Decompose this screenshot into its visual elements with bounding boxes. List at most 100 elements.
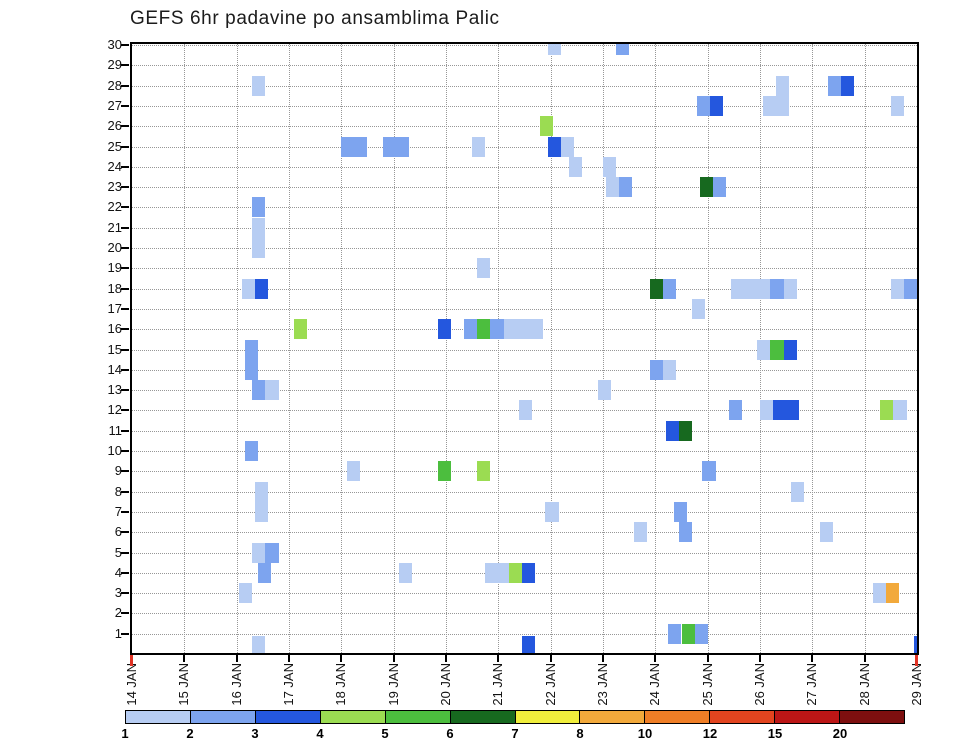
y-axis-label: 26 (107, 118, 122, 134)
heatmap-cell (616, 44, 630, 55)
heatmap-cell (490, 319, 504, 340)
x-tick (654, 655, 657, 662)
heatmap-cell (914, 635, 917, 653)
colorbar-tick-label: 7 (511, 726, 519, 741)
heatmap-cell (438, 461, 452, 482)
heatmap-cell (244, 339, 258, 360)
x-axis-label: 27 JAN (804, 663, 820, 706)
heatmap-cell (472, 136, 486, 157)
x-axis-label: 15 JAN (176, 663, 192, 706)
heatmap-cell (252, 217, 266, 238)
h-gridline (132, 146, 917, 148)
y-tick (121, 409, 129, 412)
y-tick (121, 145, 129, 148)
x-axis-label: 28 JAN (856, 663, 872, 706)
y-axis-label: 1 (114, 625, 122, 641)
v-gridline (498, 44, 500, 653)
y-tick (121, 104, 129, 107)
heatmap-cell (668, 623, 682, 644)
y-tick (121, 307, 129, 310)
colorbar-tick-label: 6 (446, 726, 454, 741)
heatmap-cell (820, 522, 834, 543)
h-gridline (132, 248, 917, 249)
heatmap-cell (398, 562, 412, 583)
y-axis-label: 2 (114, 605, 122, 621)
heatmap-cell (691, 298, 706, 319)
heatmap-cell (634, 522, 648, 543)
h-gridline (132, 166, 917, 168)
y-axis-label: 8 (114, 483, 122, 499)
heatmap-cell (521, 635, 535, 653)
heatmap-cell (252, 380, 266, 401)
colorbar-tick-label: 8 (576, 726, 584, 741)
heatmap-cell (783, 278, 797, 299)
y-tick (121, 490, 129, 493)
v-gridline (393, 44, 395, 653)
x-tick (863, 655, 866, 662)
heatmap-cell (254, 481, 269, 502)
y-axis-label: 23 (107, 179, 122, 195)
heatmap-cell (519, 400, 533, 421)
x-tick (759, 655, 761, 662)
colorbar-segment (645, 711, 711, 723)
heatmap-cell (254, 501, 269, 522)
y-tick (121, 429, 129, 432)
y-tick (121, 226, 129, 229)
colorbar-segment (190, 711, 256, 723)
heatmap-cell (702, 461, 716, 482)
y-tick (121, 571, 129, 574)
h-gridline (132, 45, 917, 46)
heatmap-cell (548, 136, 562, 157)
x-tick (235, 655, 238, 662)
heatmap-cell (464, 319, 478, 340)
y-tick (121, 470, 129, 473)
colorbar-tick-label: 5 (381, 726, 389, 741)
x-axis-label: 25 JAN (699, 663, 715, 706)
x-axis-label: 22 JAN (542, 663, 558, 706)
heatmap-cell (872, 583, 886, 604)
heatmap-cell (252, 635, 266, 653)
y-axis-label: 19 (107, 260, 122, 276)
heatmap-cell (712, 177, 726, 198)
colorbar-segment (320, 711, 386, 723)
y-axis-label: 14 (107, 361, 122, 377)
heatmap-cell (694, 623, 708, 644)
y-axis-label: 4 (114, 564, 122, 580)
heatmap-cell (521, 562, 535, 583)
h-gridline (132, 552, 917, 554)
heatmap-cell (341, 136, 368, 157)
colorbar-segment (515, 711, 581, 723)
chart-title: GEFS 6hr padavine po ansamblima Palic (130, 8, 500, 29)
heatmap-cell (254, 278, 269, 299)
y-tick (121, 267, 129, 270)
heatmap-cell (618, 177, 632, 198)
y-axis-label: 27 (107, 97, 122, 113)
colorbar-segment (255, 711, 321, 723)
x-tick (183, 655, 186, 662)
heatmap-cell (699, 177, 713, 198)
h-gridline (132, 126, 917, 128)
h-gridline (132, 390, 917, 392)
y-axis-label: 7 (114, 503, 122, 519)
y-tick (121, 287, 129, 290)
y-axis-label: 22 (107, 199, 122, 215)
heatmap-cell (731, 278, 771, 299)
y-tick (121, 551, 129, 554)
x-axis-label: 20 JAN (438, 663, 453, 706)
x-axis-label: 24 JAN (647, 663, 663, 706)
v-gridline (446, 44, 447, 653)
colorbar-tick-label: 12 (702, 726, 718, 741)
heatmap-cell (770, 339, 784, 360)
h-gridline (132, 268, 917, 270)
y-tick (121, 165, 129, 168)
x-tick (706, 655, 709, 662)
axis-start-marker (130, 655, 133, 666)
y-tick (121, 592, 129, 595)
y-tick (121, 206, 129, 209)
v-gridline (603, 44, 604, 653)
x-axis-label: 29 JAN (909, 663, 924, 706)
heatmap-cell (561, 136, 575, 157)
colorbar-segment (775, 711, 841, 723)
heatmap-cell (663, 278, 677, 299)
heatmap-cell (540, 116, 554, 137)
